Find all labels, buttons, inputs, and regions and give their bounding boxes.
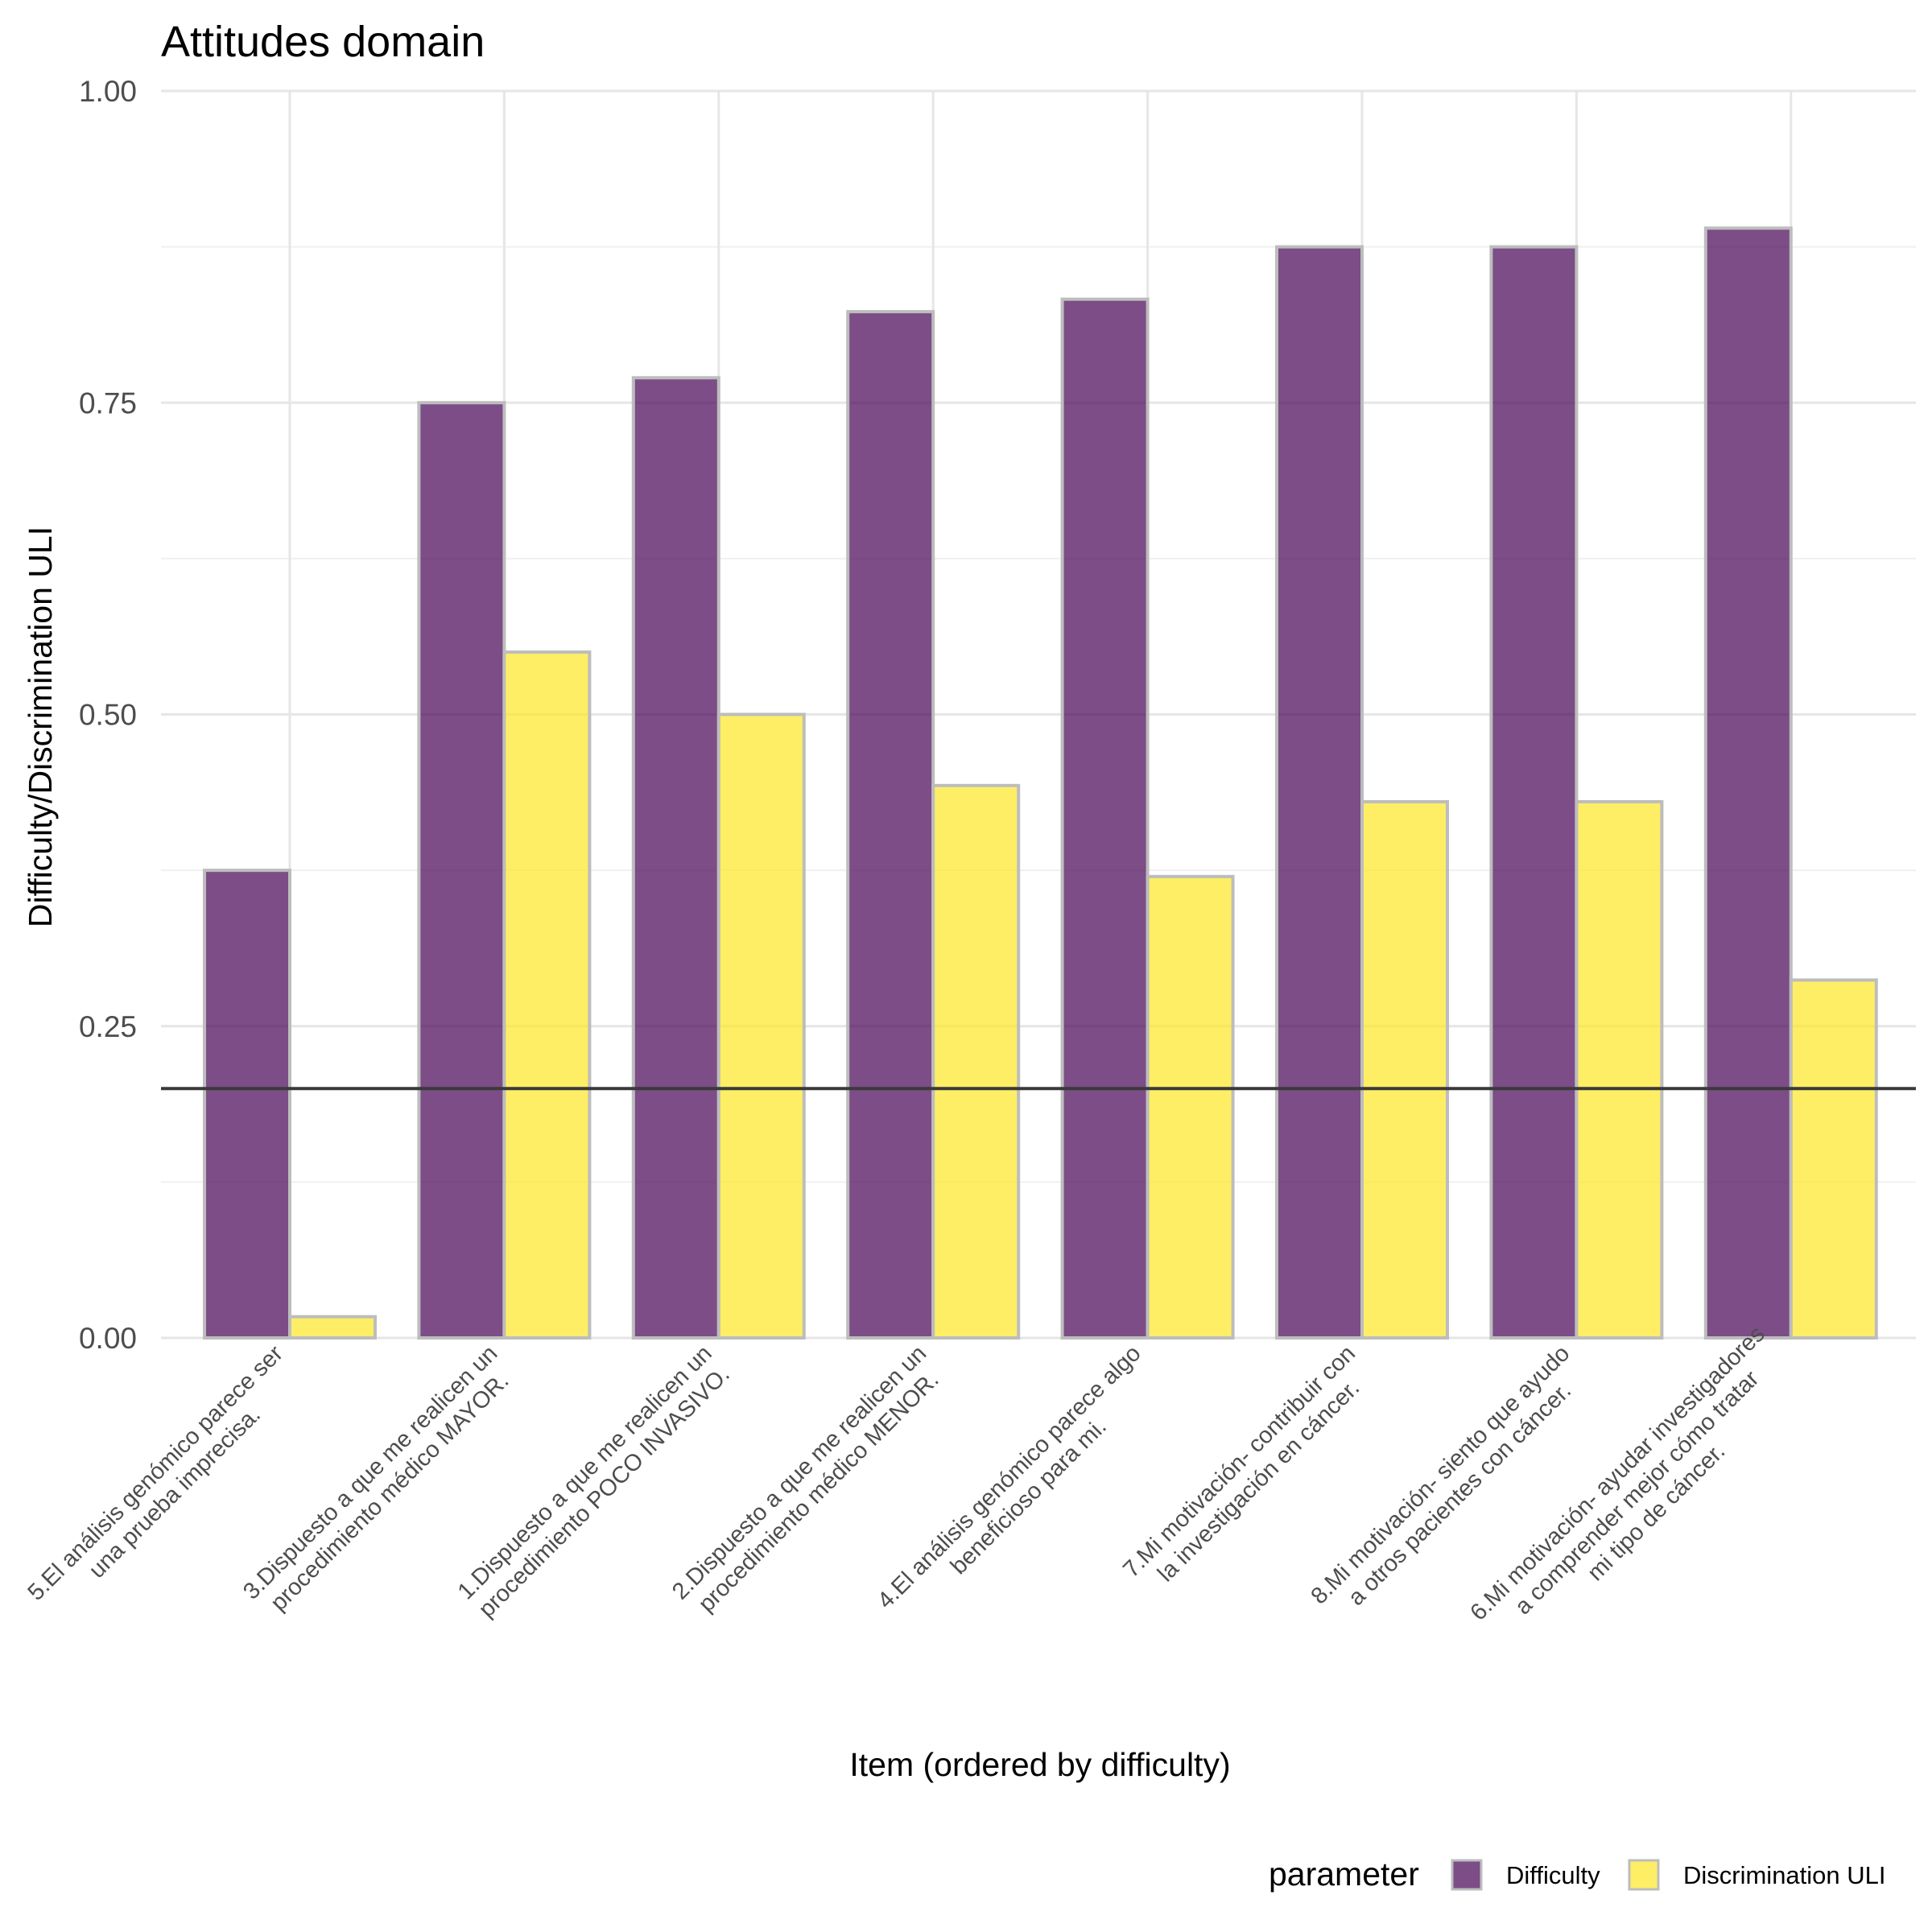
- bar-difficulty: [1275, 245, 1364, 1340]
- bars: [203, 226, 1878, 1340]
- y-axis-ticks: 0.00 0.25 0.50 0.75 1.00: [79, 75, 137, 1355]
- y-tick-label: 0.75: [79, 386, 137, 419]
- x-axis-title: Item (ordered by difficulty): [849, 1746, 1230, 1783]
- y-axis-title: Difficulty/Discrimination ULI: [22, 526, 59, 927]
- legend-key-discrimination: [1628, 1859, 1660, 1891]
- bar-difficulty: [1060, 297, 1150, 1340]
- bar-discrimination: [716, 712, 806, 1340]
- bar-discrimination: [502, 650, 592, 1340]
- legend: parameter Difficulty Discrimination ULI: [1269, 1856, 1886, 1893]
- y-tick-label: 0.25: [79, 1010, 137, 1043]
- bar-discrimination: [1360, 799, 1449, 1340]
- bar-difficulty: [631, 376, 720, 1340]
- bar-difficulty: [203, 869, 291, 1340]
- bar-discrimination: [931, 783, 1021, 1340]
- bar-discrimination: [1575, 799, 1664, 1340]
- bar-discrimination: [1789, 978, 1878, 1340]
- x-axis-ticks: 5.El análisis genómico parece seruna pru…: [23, 1321, 1809, 1664]
- chart-title: Attitudes domain: [161, 18, 485, 66]
- bar-difficulty: [417, 401, 506, 1340]
- x-tick-label: 6.Mi motivación- ayudar investigadoresa …: [1466, 1321, 1809, 1664]
- y-tick-label: 1.00: [79, 75, 137, 108]
- bar-difficulty: [1703, 226, 1793, 1340]
- legend-label: Difficulty: [1506, 1861, 1600, 1889]
- bar-difficulty: [846, 310, 935, 1340]
- bar-discrimination: [288, 1315, 377, 1340]
- svg-text:6.Mi motivación- ayudar invest: 6.Mi motivación- ayudar investigadoresa …: [1466, 1321, 1809, 1664]
- bar-difficulty: [1489, 245, 1579, 1340]
- y-tick-label: 0.00: [79, 1322, 137, 1355]
- bar-discrimination: [1146, 874, 1235, 1340]
- legend-title: parameter: [1269, 1856, 1419, 1893]
- legend-label: Discrimination ULI: [1683, 1861, 1886, 1889]
- y-tick-label: 0.50: [79, 699, 137, 732]
- legend-key-difficulty: [1451, 1859, 1483, 1891]
